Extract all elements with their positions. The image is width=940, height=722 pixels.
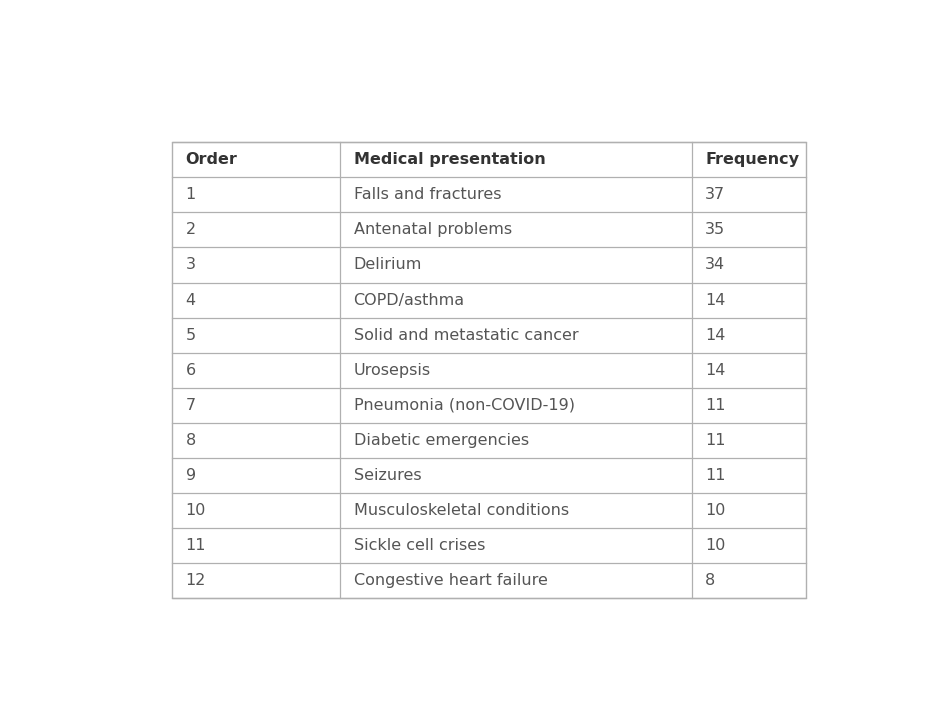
Text: 9: 9 [185,468,196,483]
Text: Congestive heart failure: Congestive heart failure [353,573,547,588]
Text: 3: 3 [185,258,196,272]
Text: Order: Order [185,152,238,168]
Text: 4: 4 [185,292,196,308]
Text: 37: 37 [705,187,726,202]
Text: Delirium: Delirium [353,258,422,272]
Bar [172,142,806,598]
Text: 1: 1 [185,187,196,202]
Text: Antenatal problems: Antenatal problems [353,222,511,238]
Text: 10: 10 [705,503,726,518]
Text: Frequency: Frequency [705,152,799,168]
Text: 8: 8 [705,573,715,588]
Text: Sickle cell crises: Sickle cell crises [353,538,485,553]
Text: 7: 7 [185,398,196,413]
Text: 10: 10 [705,538,726,553]
Text: 11: 11 [185,538,206,553]
Text: 35: 35 [705,222,726,238]
Text: 14: 14 [705,292,726,308]
Text: 10: 10 [185,503,206,518]
Text: COPD/asthma: COPD/asthma [353,292,464,308]
Text: 5: 5 [185,328,196,343]
Text: 6: 6 [185,362,196,378]
Text: Seizures: Seizures [353,468,421,483]
Text: 12: 12 [185,573,206,588]
Text: Solid and metastatic cancer: Solid and metastatic cancer [353,328,578,343]
Text: Diabetic emergencies: Diabetic emergencies [353,432,528,448]
Text: Pneumonia (non-COVID-19): Pneumonia (non-COVID-19) [353,398,574,413]
Text: 34: 34 [705,258,726,272]
Text: 11: 11 [705,432,726,448]
Text: 11: 11 [705,398,726,413]
Text: Urosepsis: Urosepsis [353,362,431,378]
Text: Falls and fractures: Falls and fractures [353,187,501,202]
Text: 8: 8 [185,432,196,448]
Text: Medical presentation: Medical presentation [353,152,545,168]
Text: 14: 14 [705,362,726,378]
Text: 14: 14 [705,328,726,343]
Text: 2: 2 [185,222,196,238]
Text: 11: 11 [705,468,726,483]
Text: Musculoskeletal conditions: Musculoskeletal conditions [353,503,569,518]
